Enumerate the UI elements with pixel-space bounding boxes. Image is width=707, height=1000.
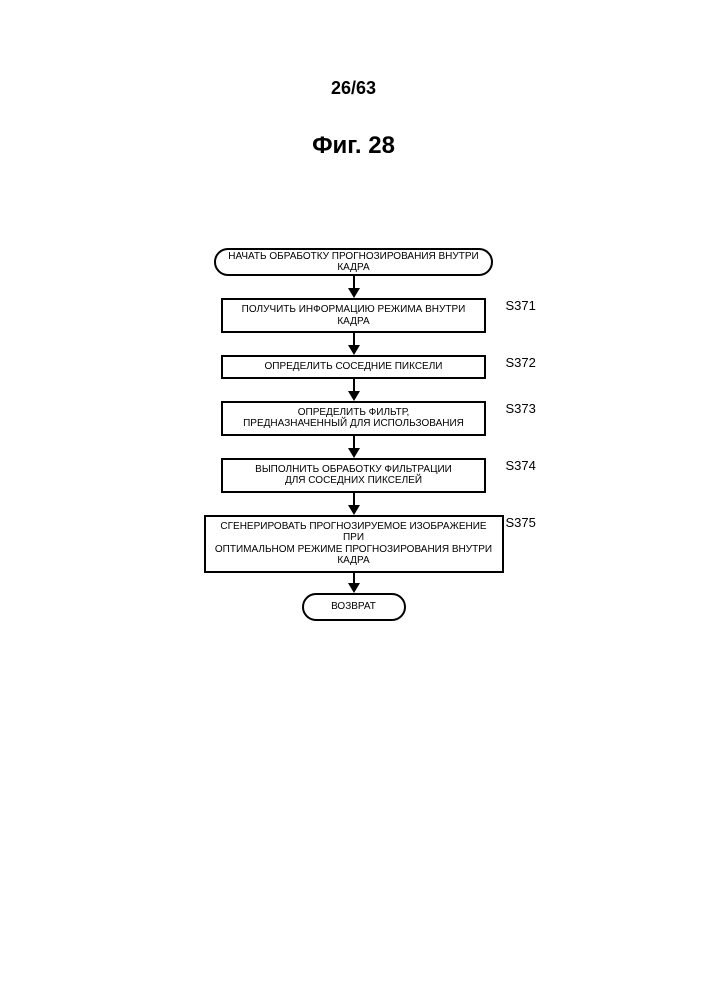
terminator-end: ВОЗВРАТ: [302, 593, 406, 621]
page: 26/63 Фиг. 28 НАЧАТЬ ОБРАБОТКУ ПРОГНОЗИР…: [0, 0, 707, 1000]
process-step: ОПРЕДЕЛИТЬ ФИЛЬТР, ПРЕДНАЗНАЧЕННЫЙ ДЛЯ И…: [204, 401, 504, 436]
flow-arrow: [348, 436, 360, 458]
step-label: S375: [506, 515, 536, 530]
terminator-start: НАЧАТЬ ОБРАБОТКУ ПРОГНОЗИРОВАНИЯ ВНУТРИ …: [214, 248, 493, 276]
process-box: ОПРЕДЕЛИТЬ ФИЛЬТР, ПРЕДНАЗНАЧЕННЫЙ ДЛЯ И…: [221, 401, 486, 436]
flow-arrow: [348, 379, 360, 401]
flow-arrow: [348, 573, 360, 593]
process-step: СГЕНЕРИРОВАТЬ ПРОГНОЗИРУЕМОЕ ИЗОБРАЖЕНИЕ…: [204, 515, 504, 573]
flow-arrow: [348, 493, 360, 515]
process-box: СГЕНЕРИРОВАТЬ ПРОГНОЗИРУЕМОЕ ИЗОБРАЖЕНИЕ…: [204, 515, 504, 573]
flowchart-container: НАЧАТЬ ОБРАБОТКУ ПРОГНОЗИРОВАНИЯ ВНУТРИ …: [0, 248, 707, 621]
process-box: ПОЛУЧИТЬ ИНФОРМАЦИЮ РЕЖИМА ВНУТРИ КАДРА: [221, 298, 486, 333]
process-step: ОПРЕДЕЛИТЬ СОСЕДНИЕ ПИКСЕЛИS372: [204, 355, 504, 379]
flow-arrow: [348, 276, 360, 298]
process-box: ВЫПОЛНИТЬ ОБРАБОТКУ ФИЛЬТРАЦИИ ДЛЯ СОСЕД…: [221, 458, 486, 493]
step-label: S373: [506, 401, 536, 416]
step-label: S372: [506, 355, 536, 370]
figure-caption: Фиг. 28: [0, 132, 707, 160]
flow-arrow: [348, 333, 360, 355]
page-number: 26/63: [0, 78, 707, 99]
step-label: S371: [506, 298, 536, 313]
process-box: ОПРЕДЕЛИТЬ СОСЕДНИЕ ПИКСЕЛИ: [221, 355, 486, 379]
process-step: ПОЛУЧИТЬ ИНФОРМАЦИЮ РЕЖИМА ВНУТРИ КАДРАS…: [204, 298, 504, 333]
process-step: ВЫПОЛНИТЬ ОБРАБОТКУ ФИЛЬТРАЦИИ ДЛЯ СОСЕД…: [204, 458, 504, 493]
step-label: S374: [506, 458, 536, 473]
